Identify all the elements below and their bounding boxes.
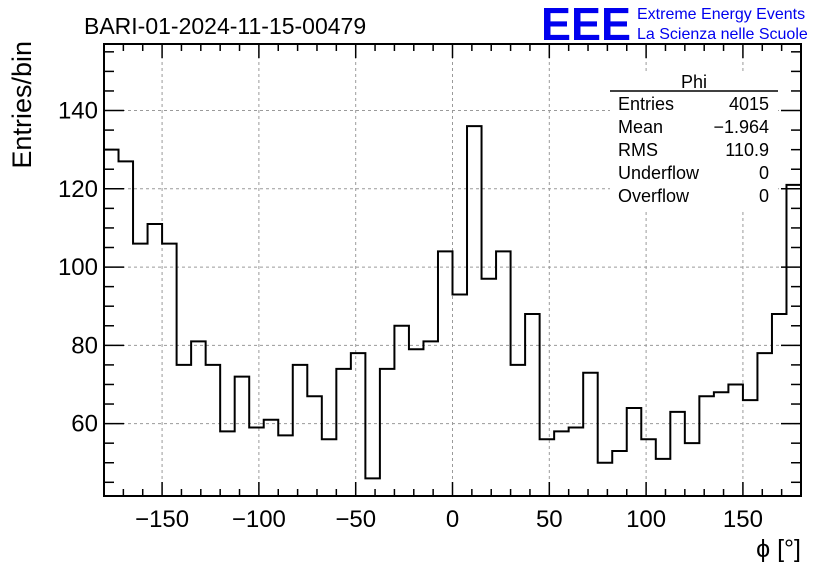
histogram-bin: [293, 365, 308, 496]
histogram-bin: [540, 439, 555, 496]
x-tick-label: −100: [232, 506, 286, 533]
histogram-bin: [423, 341, 438, 496]
x-axis-ticks: −150 −100 −50 0 50 100 150: [122, 44, 802, 533]
y-tick-label: 140: [58, 98, 98, 125]
stats-row-value: 110.9: [725, 140, 769, 160]
stats-row-value: 0: [759, 163, 769, 183]
histogram-series-line: [104, 125, 802, 480]
histogram-bin: [496, 251, 511, 496]
histogram-bin: [641, 439, 656, 496]
logo-line-2: La Scienza nelle Scuole: [637, 26, 808, 43]
stats-box-background: [610, 72, 778, 209]
y-tick-label: 80: [71, 332, 98, 359]
stats-box-title: Phi: [681, 72, 707, 92]
histogram-bin: [743, 400, 758, 496]
y-tick-label: 100: [58, 254, 98, 281]
histogram-bin: [757, 353, 772, 496]
histogram-bin: [685, 443, 700, 496]
histogram-bin: [191, 341, 206, 496]
x-tick-label: −150: [135, 506, 189, 533]
x-axis-label: ϕ [°]: [756, 535, 801, 563]
x-tick-label: 0: [446, 506, 459, 533]
y-axis-ticks: 60 80 100 120 140: [58, 51, 801, 484]
histogram-bin: [380, 369, 395, 496]
chart-title: BARI-01-2024-11-15-00479: [84, 13, 366, 39]
histogram-bin: [627, 408, 642, 496]
histogram-bin: [728, 384, 743, 496]
histogram-bin: [569, 428, 584, 496]
plot-area: −150 −100 −50 0 50 100 150 60 80 100 120 140: [58, 43, 802, 533]
histogram-bin: [525, 314, 540, 496]
histogram-bin: [235, 377, 250, 496]
stats-row-label: Entries: [618, 94, 674, 114]
histogram-bin: [409, 349, 424, 496]
x-tick-label: −50: [335, 506, 376, 533]
histogram-bin: [133, 244, 148, 496]
histogram-bin: [177, 365, 192, 496]
histogram-bin: [511, 365, 526, 496]
histogram-bin: [104, 150, 119, 496]
stats-row-label: Underflow: [618, 163, 700, 183]
histogram-bin: [394, 326, 409, 496]
histogram-bin: [699, 396, 714, 496]
histogram-bin: [583, 373, 598, 496]
histogram-bin: [264, 420, 279, 496]
stats-row-label: Mean: [618, 117, 663, 137]
x-tick-label: 50: [536, 506, 563, 533]
histogram-bin: [670, 412, 685, 496]
stats-row-value: −1.964: [713, 117, 769, 137]
histogram-bin: [322, 439, 337, 496]
stats-box: Phi Entries 4015 Mean −1.964 RMS 110.9 Underfl…: [610, 72, 778, 209]
stats-row-value: 0: [759, 186, 769, 206]
histogram-bin: [482, 279, 497, 496]
histogram-bin: [656, 459, 671, 496]
histogram-bin: [365, 478, 380, 496]
histogram-bin: [772, 314, 787, 496]
histogram-bin: [206, 365, 221, 496]
stats-box-rows: Entries 4015 Mean −1.964 RMS 110.9 Underflow 0 O…: [618, 94, 769, 206]
stats-row-value: 4015: [729, 94, 769, 114]
stats-row-label: RMS: [618, 140, 658, 160]
histogram-bin: [453, 294, 468, 496]
histogram-bin: [554, 431, 569, 496]
histogram-bin: [278, 435, 293, 496]
histogram-bin: [336, 369, 351, 496]
y-tick-label: 120: [58, 176, 98, 203]
y-axis-label: Entries/bin: [7, 41, 37, 169]
histogram-bin: [612, 451, 627, 496]
x-tick-label: 150: [723, 506, 763, 533]
histogram-bin: [351, 353, 366, 496]
eee-logo: EEE Extreme Energy Events La Scienza nel…: [541, 0, 808, 50]
y-tick-label: 60: [71, 411, 98, 438]
x-tick-label: 100: [626, 506, 666, 533]
histogram-bin: [307, 396, 322, 496]
histogram-bin: [714, 392, 729, 496]
histogram-bin: [220, 431, 235, 496]
histogram-bin: [438, 251, 453, 496]
histogram-bin: [786, 185, 801, 496]
histogram-bin: [598, 463, 613, 496]
stats-row-label: Overflow: [618, 186, 690, 206]
histogram-bin: [148, 224, 163, 496]
histogram-bin: [162, 244, 177, 496]
logo-letters: EEE: [541, 0, 631, 50]
histogram-bin: [119, 161, 134, 496]
logo-line-1: Extreme Energy Events: [637, 6, 805, 23]
histogram-bin: [249, 428, 264, 496]
histogram-bin: [467, 126, 482, 496]
